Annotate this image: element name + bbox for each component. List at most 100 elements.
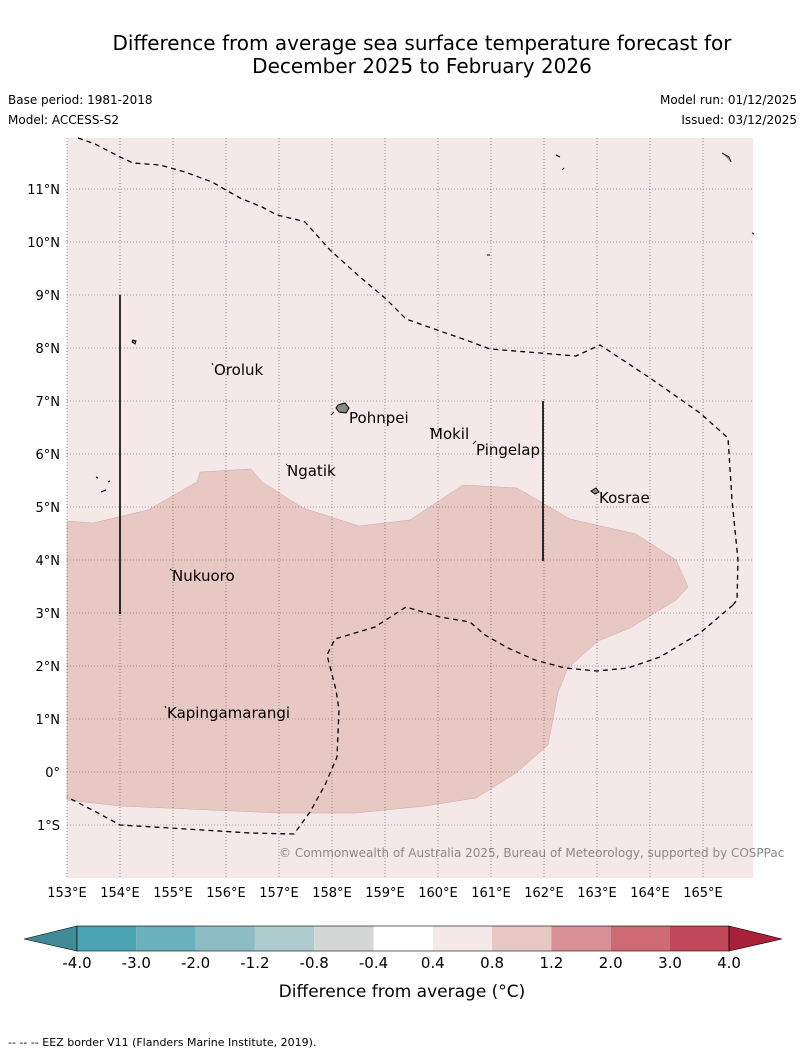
lon-label: 161°E (471, 886, 511, 901)
colorbar-arrow-left (23, 925, 78, 952)
place-label: Nukuoro (172, 567, 235, 585)
colorbar-tick: 2.0 (599, 954, 623, 972)
colorbar-segment (195, 926, 255, 951)
place-pohnpei: Pohnpei (349, 409, 409, 427)
place-marker (164, 705, 167, 709)
place-label: Kapingamarangi (167, 704, 290, 722)
lat-label: 1°S (37, 819, 60, 834)
lat-label: 2°N (36, 660, 61, 675)
colorbar-label: Difference from average (°C) (279, 982, 526, 1002)
title-line1: Difference from average sea surface temp… (112, 31, 732, 55)
island-pakin (95, 476, 99, 479)
place-kapingamarangi: Kapingamarangi (164, 704, 290, 722)
kosrae-island (590, 487, 600, 495)
copyright-text: © Commonwealth of Australia 2025, Bureau… (279, 846, 784, 860)
footer-note: -- -- -- EEZ border V11 (Flanders Marine… (8, 1036, 317, 1049)
place-label: Oroluk (214, 361, 263, 379)
colorbar-segment (136, 926, 196, 951)
island-kapinga (100, 480, 111, 493)
colorbar-tick: 4.0 (717, 954, 741, 972)
lon-label: 158°E (312, 886, 352, 901)
base-period: Base period: 1981-2018 (8, 93, 153, 107)
colorbar-tick: 0.4 (421, 954, 445, 972)
lat-label: 5°N (36, 501, 61, 516)
place-kosrae: Kosrae (599, 489, 650, 507)
lat-label: 8°N (36, 342, 61, 357)
model-run: Model run: 01/12/2025 (659, 93, 797, 107)
colorbar-tick: -4.0 (62, 954, 91, 972)
lat-label: 3°N (36, 607, 61, 622)
pohnpei-island (335, 402, 350, 414)
lon-label: 165°E (683, 886, 723, 901)
lat-label: 0° (45, 766, 60, 781)
place-oroluk: Oroluk (211, 361, 263, 379)
colorbar-tick: 1.2 (539, 954, 563, 972)
colorbar-segment (373, 926, 433, 951)
colorbar-segment (77, 926, 137, 951)
colorbar-segment (314, 926, 374, 951)
chart-title: Difference from average sea surface temp… (0, 32, 804, 78)
place-label: Pohnpei (349, 409, 409, 427)
colorbar-tick: -2.0 (181, 954, 210, 972)
island-ant (330, 411, 335, 416)
title-line2: December 2025 to February 2026 (252, 54, 592, 78)
island-northwest (131, 339, 137, 345)
place-mokil: Mokil (429, 425, 469, 443)
lon-label: 154°E (100, 886, 140, 901)
colorbar-segment (254, 926, 315, 951)
issued-date: Issued: 03/12/2025 (681, 113, 797, 127)
lon-label: 156°E (206, 886, 246, 901)
lon-label: 153°E (47, 886, 87, 901)
place-marker (169, 568, 174, 572)
lon-label: 157°E (259, 886, 299, 901)
colorbar-tick: 3.0 (658, 954, 682, 972)
lon-label: 163°E (577, 886, 617, 901)
colorbar-tick: -3.0 (122, 954, 151, 972)
lat-axis: 11°N 10°N 9°N 8°N 7°N 6°N 5°N 4°N 3°N 2°… (27, 183, 60, 834)
colorbar-segment (551, 926, 611, 951)
place-marker (285, 463, 289, 467)
lat-label: 1°N (36, 713, 61, 728)
colorbar-tick: 0.8 (480, 954, 504, 972)
place-pingelap: Pingelap (472, 440, 540, 459)
place-marker (211, 362, 214, 366)
lat-label: 10°N (27, 236, 60, 251)
place-label: Pingelap (476, 441, 540, 459)
lon-axis: 153°E 154°E 155°E 156°E 157°E 158°E 159°… (47, 886, 723, 901)
eez-border-north (77, 137, 739, 606)
lat-label: 6°N (36, 448, 61, 463)
place-label: Kosrae (599, 489, 650, 507)
model-name: Model: ACCESS-S2 (8, 113, 120, 127)
colorbar-tick: -1.2 (240, 954, 269, 972)
lat-label: 7°N (36, 395, 61, 410)
place-ngatik: Ngatik (285, 462, 336, 480)
lon-label: 160°E (418, 886, 458, 901)
lon-label: 159°E (365, 886, 405, 901)
lon-label: 164°E (630, 886, 670, 901)
colorbar-tick: -0.8 (300, 954, 329, 972)
grid-lines (66, 138, 753, 878)
eez-border-south (66, 604, 734, 835)
lat-label: 4°N (36, 554, 61, 569)
islands (95, 152, 755, 495)
lat-label: 11°N (27, 183, 60, 198)
colorbar-segment (610, 926, 670, 951)
island-far-east (721, 152, 732, 163)
colorbar-segment (492, 926, 552, 951)
island-edge (751, 232, 755, 235)
place-marker (429, 427, 433, 431)
place-labels: Oroluk Pohnpei Mokil Pingelap Ngatik Kos… (164, 361, 650, 722)
colorbar-segment (670, 926, 730, 951)
place-label: Ngatik (287, 462, 336, 480)
place-nukuoro: Nukuoro (169, 567, 235, 585)
island-north-east (555, 154, 565, 171)
eez-borders (66, 137, 739, 835)
colorbar-arrow-right (728, 925, 783, 952)
colorbar-segment (432, 926, 493, 951)
colorbar-tick: -0.4 (359, 954, 388, 972)
colorbar: -4.0 -3.0 -2.0 -1.2 -0.8 -0.4 0.4 0.8 1.… (23, 925, 783, 1002)
lat-label: 9°N (36, 289, 61, 304)
colorbar-frame (76, 925, 730, 952)
lon-label: 162°E (524, 886, 564, 901)
place-marker (472, 440, 477, 445)
